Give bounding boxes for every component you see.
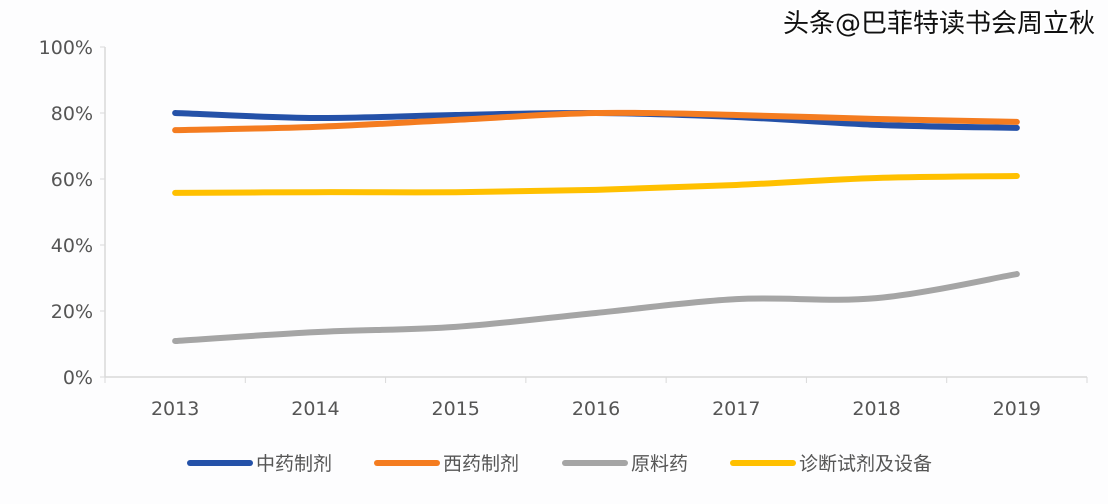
x-tick-label: 2015	[432, 398, 480, 420]
legend-label: 西药制剂	[443, 453, 519, 475]
y-tick-label: 80%	[51, 103, 93, 125]
x-tick-label: 2014	[291, 398, 339, 420]
x-tick-label: 2019	[993, 398, 1041, 420]
y-tick-label: 40%	[51, 235, 93, 257]
y-tick-label: 100%	[39, 37, 93, 59]
x-tick-label: 2018	[852, 398, 900, 420]
legend-label: 诊断试剂及设备	[799, 453, 932, 475]
watermark: 头条@巴菲特读书会周立秋	[783, 9, 1095, 39]
legend-label: 中药制剂	[256, 453, 332, 475]
legend-label: 原料药	[631, 453, 688, 475]
x-tick-label: 2017	[712, 398, 760, 420]
x-tick-label: 2013	[151, 398, 199, 420]
y-tick-label: 0%	[63, 367, 93, 389]
series-line-3	[172, 173, 1020, 196]
series-lines	[172, 109, 1020, 345]
y-tick-label: 20%	[51, 301, 93, 323]
y-tick-label: 60%	[51, 169, 93, 191]
legend: 中药制剂 西药制剂 原料药 诊断试剂及设备	[187, 453, 932, 475]
axes: 0% 20% 40% 60% 80% 100% 2013 2014 2015 2016 2017 20…	[39, 37, 1088, 420]
series-line-2	[172, 271, 1020, 345]
x-tick-label: 2016	[572, 398, 620, 420]
